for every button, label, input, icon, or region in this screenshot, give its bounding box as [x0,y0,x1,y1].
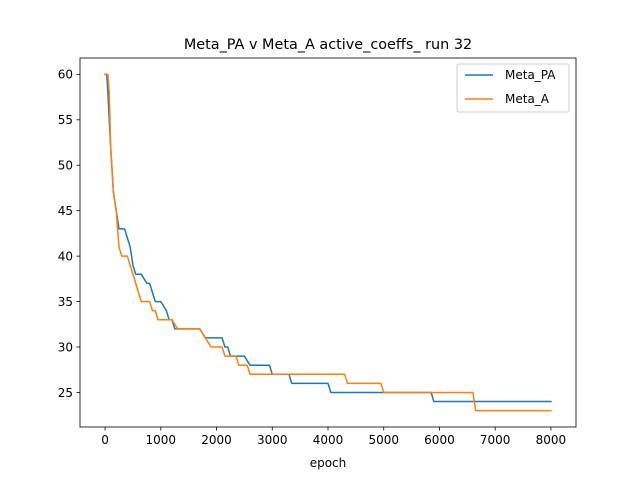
x-axis: 0 1000 2000 3000 4000 5000 6000 7000 8000 [101,427,566,447]
legend-frame [456,63,570,113]
series-layer [104,73,552,412]
x-tick-label: 8000 [536,433,567,447]
legend: Meta_PA Meta_A [456,63,570,113]
y-axis: 25 30 35 40 45 50 55 60 [58,68,80,400]
legend-label-meta-pa: Meta_PA [505,68,556,82]
x-tick-label: 5000 [368,433,399,447]
x-tick-label: 0 [101,433,109,447]
x-tick-label: 3000 [257,433,288,447]
x-axis-label: epoch [310,456,347,470]
series-line-meta-a [104,73,552,412]
chart-title: Meta_PA v Meta_A active_coeffs_ run 32 [184,37,472,53]
y-tick-label: 30 [58,340,73,354]
y-tick-label: 25 [58,386,73,400]
y-tick-label: 60 [58,68,73,82]
y-tick-label: 35 [58,295,73,309]
legend-label-meta-a: Meta_A [505,92,550,106]
x-tick-label: 4000 [313,433,344,447]
y-tick-label: 45 [58,204,73,218]
series-line-meta-pa [104,73,552,403]
y-tick-label: 50 [58,159,73,173]
x-tick-label: 1000 [146,433,177,447]
x-tick-label: 2000 [201,433,232,447]
x-tick-label: 7000 [480,433,511,447]
y-tick-label: 55 [58,113,73,127]
y-tick-label: 40 [58,249,73,263]
x-tick-label: 6000 [424,433,455,447]
